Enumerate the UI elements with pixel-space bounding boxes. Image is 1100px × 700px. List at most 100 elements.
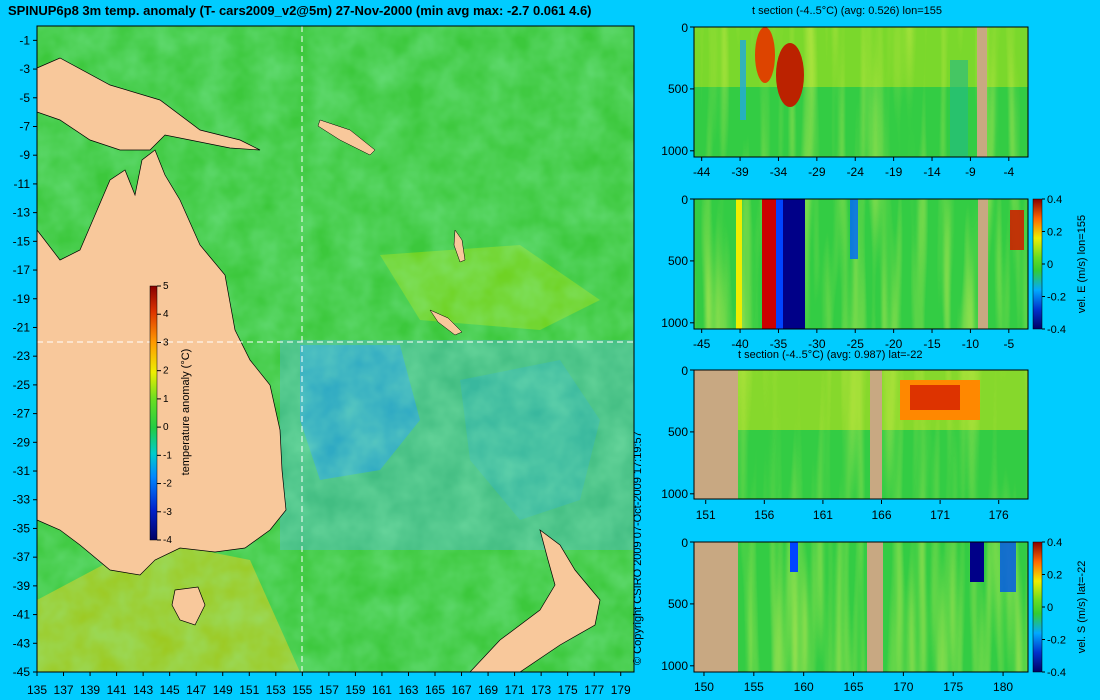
section-x-tick-label: -4	[1003, 165, 1014, 179]
section-x-tick-label: 155	[744, 680, 764, 694]
section-x-tick-label: 170	[893, 680, 913, 694]
map-x-ticks: 135 137 139 141 143 145 147 149 151 153 155 157 159 1…	[27, 672, 631, 697]
section-x-tick-label: -19	[885, 165, 903, 179]
map-x-tick-label: 155	[292, 683, 312, 697]
map-x-tick-label: 141	[107, 683, 127, 697]
map-x-tick-label: 149	[213, 683, 233, 697]
section-x-tick-label: 160	[794, 680, 814, 694]
map-x-tick-label: 165	[425, 683, 445, 697]
section-colorbar-tick-label: 0.2	[1047, 570, 1062, 582]
map-y-tick-label: -13	[13, 206, 31, 220]
map-x-tick-label: 157	[319, 683, 339, 697]
map-x-tick-label: 171	[505, 683, 525, 697]
map-y-tick-label: -9	[19, 148, 30, 162]
section-colorbar-tick-label: -0.2	[1047, 292, 1066, 304]
map-x-tick-label: 179	[611, 683, 631, 697]
section-y-tick-label: 0	[681, 364, 688, 378]
section-y-tick-label: 1000	[661, 144, 688, 158]
map-y-tick-label: -37	[13, 550, 31, 564]
map-x-tick-label: 169	[478, 683, 498, 697]
vanuatu	[453, 229, 466, 263]
section-x-tick-label: -29	[808, 165, 826, 179]
section-x-tick-label: 180	[993, 680, 1013, 694]
map-x-tick-label: 135	[27, 683, 47, 697]
map-x-tick-label: 167	[452, 683, 472, 697]
section-x-tick-label: -44	[693, 165, 711, 179]
section-x-tick-label: 156	[754, 508, 774, 522]
map-y-tick-label: -35	[13, 521, 31, 535]
section-y-tick-label: 0	[681, 193, 688, 207]
map-y-tick-label: -31	[13, 464, 31, 478]
section-colorbar-tick-label: -0.4	[1047, 667, 1066, 679]
section-colorbar-tick-label: -0.2	[1047, 635, 1066, 647]
map-x-tick-label: 153	[266, 683, 286, 697]
papua-new-guinea	[36, 57, 261, 151]
section-y-tick-label: 500	[668, 254, 688, 268]
map-y-tick-label: -29	[13, 435, 31, 449]
colorbar-tick-label: 4	[163, 309, 169, 320]
map-y-tick-label: -3	[19, 62, 30, 76]
panel-t-section-lat	[693, 369, 1029, 500]
section-x-tick-label: 175	[943, 680, 963, 694]
panel-t-section-lon	[693, 26, 1029, 158]
colorbar-tick-label: -4	[163, 535, 172, 546]
map-x-tick-label: 147	[186, 683, 206, 697]
section-x-tick-label: -14	[923, 165, 941, 179]
section-x-tick-label: -45	[693, 337, 711, 351]
map-y-tick-label: -21	[13, 320, 31, 334]
t-section-lon-title: t section (-4..5°C) (avg: 0.526) lon=155	[752, 5, 942, 17]
section-y-tick-label: 1000	[661, 659, 688, 673]
map-x-tick-label: 143	[133, 683, 153, 697]
section-x-tick-label: -10	[962, 337, 980, 351]
new-caledonia	[429, 309, 463, 336]
colorbar-tick-label: -3	[163, 507, 172, 518]
section-colorbar-tick-label: 0	[1047, 259, 1053, 271]
colorbar-tick-label: 5	[163, 281, 169, 292]
map-colorbar-label: temperature anomaly (°C)	[180, 349, 192, 476]
section-y-tick-label: 1000	[661, 316, 688, 330]
map-plot-area	[36, 25, 635, 673]
section-y-tick-label: 500	[668, 425, 688, 439]
map-y-tick-label: -27	[13, 407, 31, 421]
section-x-tick-label: -20	[885, 337, 903, 351]
map-y-tick-label: -1	[19, 33, 30, 47]
map-colorbar: 5 4 3 2 1 0 -1 -2 -3 -4 temperature anomaly (°C)	[149, 281, 192, 546]
map-y-tick-label: -23	[13, 349, 31, 363]
map-x-tick-label: 145	[160, 683, 180, 697]
section-x-tick-label: -25	[847, 337, 865, 351]
map-y-tick-label: -25	[13, 378, 31, 392]
section-x-tick-label: -15	[923, 337, 941, 351]
map-x-tick-label: 177	[584, 683, 604, 697]
vel-s-colorbar-label: vel. S (m/s) lat=-22	[1076, 561, 1088, 654]
section-x-tick-label: 161	[813, 508, 833, 522]
map-x-tick-label: 151	[239, 683, 259, 697]
map-y-tick-label: -15	[13, 234, 31, 248]
section-colorbar-tick-label: 0.4	[1047, 194, 1062, 206]
section-x-tick-label: 166	[871, 508, 891, 522]
map-y-tick-label: -19	[13, 292, 31, 306]
t-section-lat-title: t section (-4..5°C) (avg: 0.987) lat=-22	[738, 349, 923, 361]
colorbar-tick-label: 1	[163, 394, 169, 405]
map-x-tick-label: 161	[372, 683, 392, 697]
map-y-tick-label: -7	[19, 119, 30, 133]
map-y-tick-label: -5	[19, 91, 30, 105]
map-y-tick-label: -39	[13, 579, 31, 593]
section-x-tick-label: 176	[989, 508, 1009, 522]
map-y-tick-label: -41	[13, 608, 31, 622]
page-title: SPINUP6p8 3m temp. anomaly (T- cars2009_…	[8, 3, 592, 18]
australia	[36, 149, 287, 576]
panel-vel-s-section	[693, 541, 1043, 673]
section-x-tick-label: -5	[1003, 337, 1014, 351]
map-y-tick-label: -11	[14, 177, 31, 191]
section-y-tick-label: 500	[668, 82, 688, 96]
section-x-tick-label: 151	[696, 508, 716, 522]
section-x-tick-label: 150	[694, 680, 714, 694]
vel-e-colorbar-label: vel. E (m/s) lon=155	[1076, 215, 1088, 313]
map-x-tick-label: 159	[345, 683, 365, 697]
tasmania	[171, 586, 206, 626]
section-x-tick-label: -9	[965, 165, 976, 179]
map-x-tick-label: 139	[80, 683, 100, 697]
colorbar-tick-label: 0	[163, 422, 169, 433]
anomaly-map: 135 137 139 141 143 145 147 149 151 153 155 157 159 1…	[13, 25, 635, 697]
